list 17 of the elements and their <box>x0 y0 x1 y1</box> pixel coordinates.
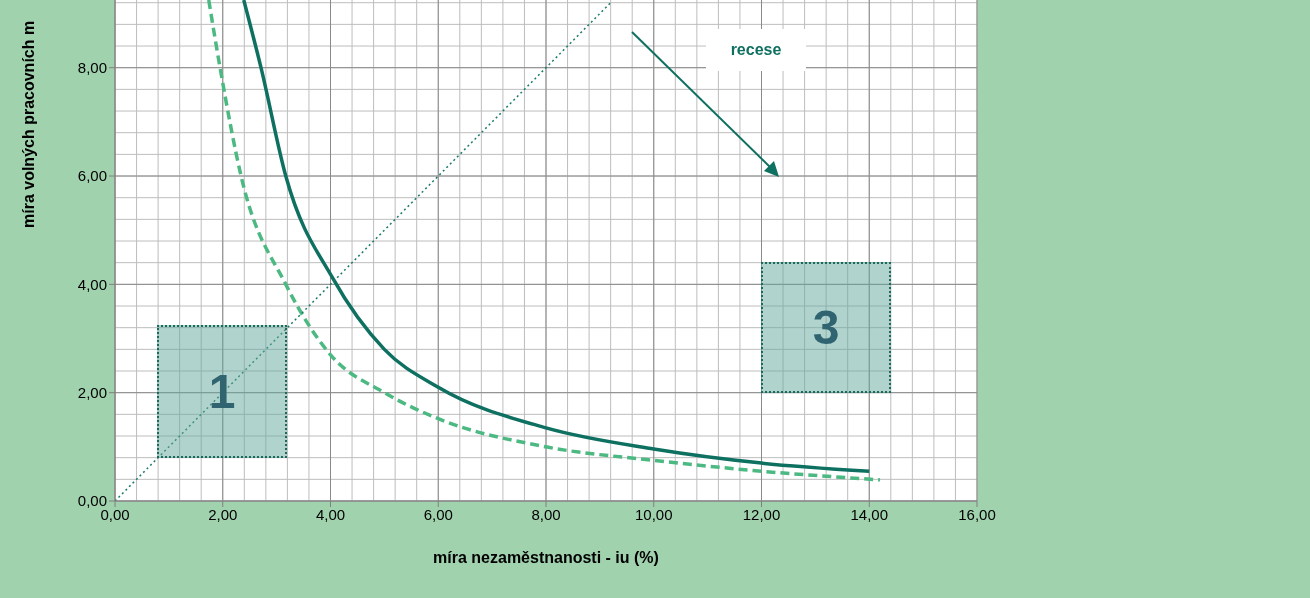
x-tick-label: 2,00 <box>208 505 238 523</box>
y-tick-label: 2,00 <box>77 384 107 401</box>
x-tick-label: 6,00 <box>423 505 453 523</box>
x-tick-label: 12,00 <box>742 505 781 523</box>
annotation: recese <box>730 41 782 59</box>
annotation: 3 <box>812 300 840 355</box>
y-tick-label: 4,00 <box>77 275 107 293</box>
x-axis-title: míra nezaměstnanosti - iu (%) <box>432 549 660 567</box>
x-tick-label: 8,00 <box>531 505 561 523</box>
annotation: 1 <box>208 364 236 419</box>
x-tick-label: 16,00 <box>958 505 996 523</box>
y-tick-label: 8,00 <box>77 59 107 77</box>
x-tick-label: 4,00 <box>315 505 346 523</box>
y-tick-label: 6,00 <box>77 167 107 185</box>
x-tick-label: 10,00 <box>634 505 673 523</box>
y-axis-title: míra volných pracovních m <box>20 20 38 228</box>
x-tick-label: 14,00 <box>850 505 889 523</box>
